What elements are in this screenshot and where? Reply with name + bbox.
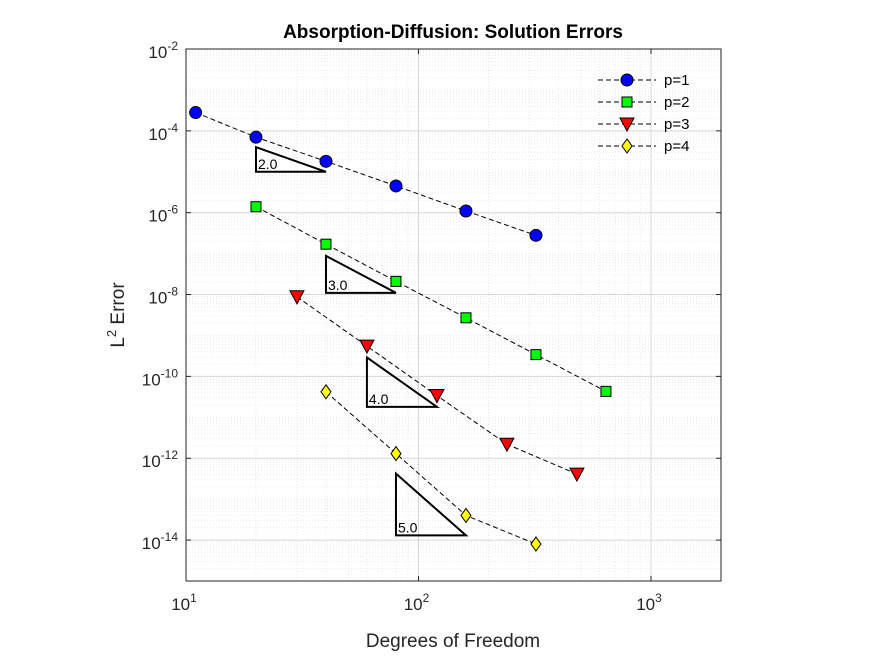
y-axis-label-suffix: Error <box>108 282 129 330</box>
data-point <box>359 339 375 355</box>
y-tick-label-base: 10 <box>148 125 167 144</box>
data-point <box>529 228 543 242</box>
data-point <box>460 507 472 524</box>
y-axis-label-base: L <box>108 337 129 348</box>
series-line <box>195 112 537 236</box>
y-tick-label: 10-12 <box>142 448 179 471</box>
y-axis-label-superscript: 2 <box>104 330 119 337</box>
data-point <box>569 467 585 483</box>
series-p=3 <box>289 290 585 483</box>
y-tick-label-base: 10 <box>142 370 161 389</box>
data-point <box>390 445 402 462</box>
slope-triangle <box>365 355 441 408</box>
legend: p=1 p=2 p=3 p=4 <box>598 72 689 155</box>
legend-marker <box>621 138 633 154</box>
legend-marker <box>621 96 633 108</box>
x-tick-label-exponent: 3 <box>655 591 662 605</box>
y-tick-label-exponent: -4 <box>167 121 178 135</box>
data-point <box>600 385 612 397</box>
series-line <box>325 391 537 545</box>
data-point <box>530 349 542 361</box>
y-tick-label-exponent: -6 <box>167 203 178 217</box>
slope-label: 3.0 <box>328 277 348 293</box>
slope-label: 5.0 <box>398 519 418 535</box>
y-tick-label-exponent: -12 <box>161 448 179 462</box>
legend-marker <box>620 73 634 87</box>
y-tick-label-base: 10 <box>148 43 167 62</box>
legend-label: p=1 <box>664 72 689 89</box>
legend-label: p=4 <box>664 138 689 155</box>
y-tick-label: 10-10 <box>142 366 179 389</box>
slope-label: 2.0 <box>258 156 278 172</box>
series-line <box>255 206 607 392</box>
data-point <box>320 383 332 400</box>
plot-frame <box>185 48 722 582</box>
y-tick-label-base: 10 <box>148 289 167 308</box>
data-point <box>320 238 332 250</box>
data-point <box>459 204 473 218</box>
data-point <box>189 106 203 120</box>
x-tick-label-base: 10 <box>404 595 423 614</box>
x-tick-label-exponent: 2 <box>423 591 430 605</box>
legend-label: p=3 <box>664 116 689 133</box>
y-tick-label-base: 10 <box>142 452 161 471</box>
data-point <box>389 179 403 193</box>
series-p=4 <box>320 383 542 552</box>
legend-label: p=2 <box>664 94 689 111</box>
x-tick-label-exponent: 1 <box>190 591 197 605</box>
y-tick-label-base: 10 <box>148 207 167 226</box>
y-tick-label-base: 10 <box>142 534 161 553</box>
y-tick-label-exponent: -2 <box>167 39 178 53</box>
x-tick-label: 102 <box>404 591 430 614</box>
y-axis-label: L2 Error <box>104 282 129 348</box>
series-p=2 <box>250 201 612 397</box>
legend-marker <box>619 117 635 133</box>
legend-item: p=2 <box>598 94 689 111</box>
chart-title: Absorption-Diffusion: Solution Errors <box>283 22 623 43</box>
legend-item: p=3 <box>598 116 689 133</box>
data-point <box>390 275 402 287</box>
legend-item: p=4 <box>598 138 689 155</box>
x-tick-label: 103 <box>636 591 662 614</box>
data-point <box>250 201 262 213</box>
data-point <box>249 130 263 144</box>
x-tick-label-base: 10 <box>636 595 655 614</box>
y-tick-label-exponent: -14 <box>161 530 179 544</box>
slope-label: 4.0 <box>369 391 389 407</box>
legend-item: p=1 <box>598 72 689 89</box>
y-tick-label: 10-4 <box>148 121 178 144</box>
slope-triangle <box>394 471 469 537</box>
data-point <box>460 312 472 324</box>
y-tick-label-exponent: -10 <box>161 366 179 380</box>
series-p=1 <box>189 106 543 242</box>
x-tick-label: 101 <box>171 591 197 614</box>
y-tick-label-exponent: -8 <box>167 285 178 299</box>
data-series <box>189 106 612 552</box>
y-tick-label: 10-14 <box>142 530 179 553</box>
y-tick-label: 10-8 <box>148 285 178 308</box>
y-tick-label: 10-6 <box>148 203 178 226</box>
data-point <box>530 536 542 552</box>
data-point <box>289 290 305 305</box>
slope-triangle <box>254 145 327 173</box>
slope-triangles: 2.0 3.0 4.0 5.0 <box>254 145 469 537</box>
x-axis-label: Degrees of Freedom <box>366 631 540 652</box>
y-tick-label: 10-2 <box>148 39 178 62</box>
data-point <box>429 389 445 404</box>
x-tick-label-base: 10 <box>171 595 190 614</box>
slope-triangle <box>324 254 397 294</box>
grid-lines <box>185 48 722 582</box>
data-point <box>319 154 333 168</box>
data-point <box>499 437 515 453</box>
